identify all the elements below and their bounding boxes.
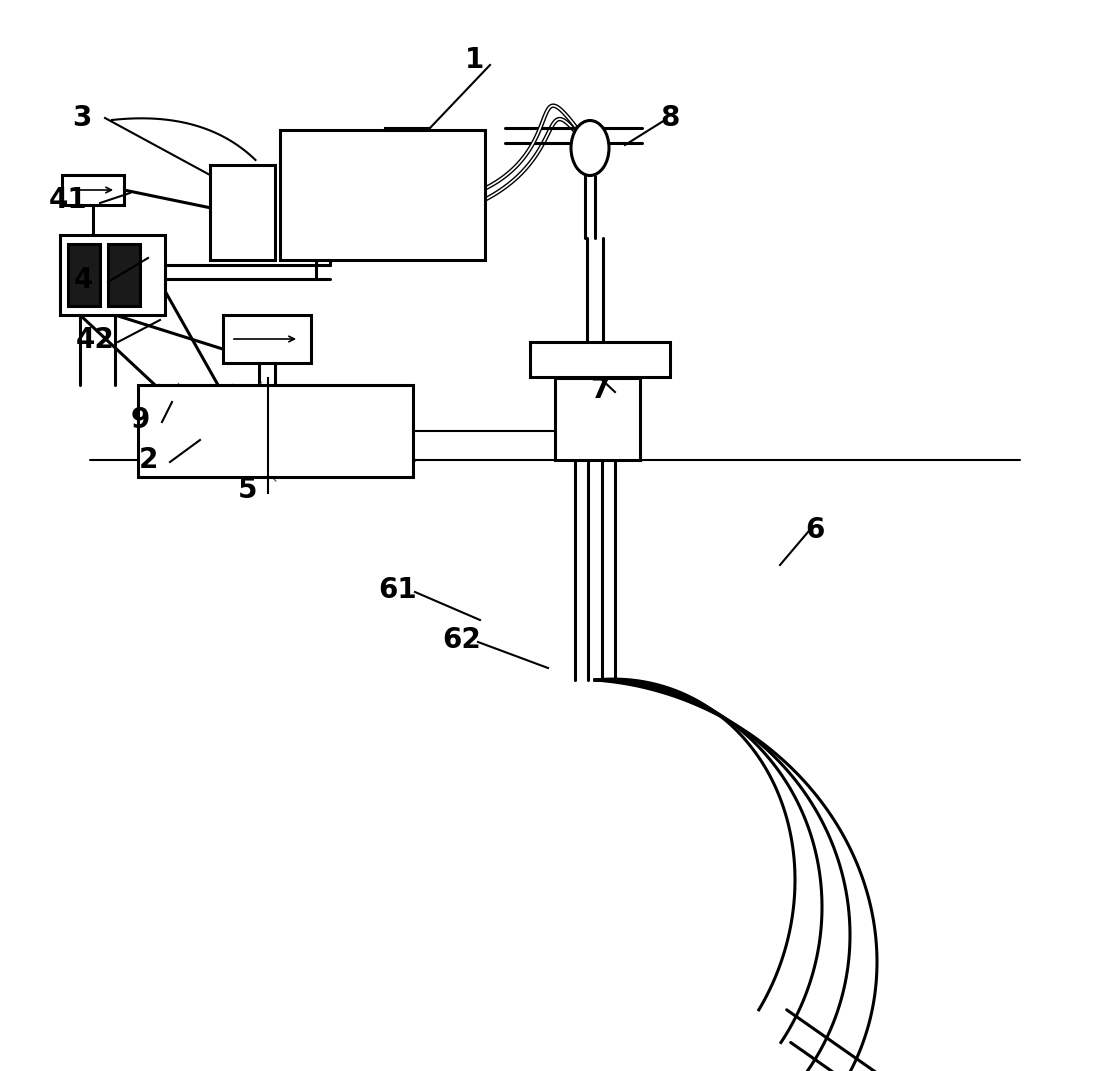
Text: 8: 8 <box>660 104 680 132</box>
Text: 42: 42 <box>76 326 114 355</box>
Text: 7: 7 <box>591 376 609 404</box>
Bar <box>68 244 100 306</box>
Bar <box>61 175 124 205</box>
Bar <box>60 235 165 315</box>
Text: 62: 62 <box>442 627 481 654</box>
Text: 41: 41 <box>48 186 88 214</box>
Bar <box>554 378 640 461</box>
Text: 61: 61 <box>379 576 417 604</box>
Bar <box>138 384 413 477</box>
Bar <box>530 342 670 377</box>
Bar <box>108 244 141 306</box>
Text: 6: 6 <box>805 516 825 544</box>
Bar <box>210 165 274 260</box>
Ellipse shape <box>571 121 609 176</box>
Text: 9: 9 <box>131 406 149 434</box>
Text: 1: 1 <box>466 46 484 74</box>
Bar <box>280 130 485 260</box>
Text: 5: 5 <box>238 476 258 504</box>
Text: 3: 3 <box>72 104 92 132</box>
Text: 2: 2 <box>138 446 158 474</box>
Text: 4: 4 <box>74 266 92 295</box>
Bar <box>223 315 311 363</box>
